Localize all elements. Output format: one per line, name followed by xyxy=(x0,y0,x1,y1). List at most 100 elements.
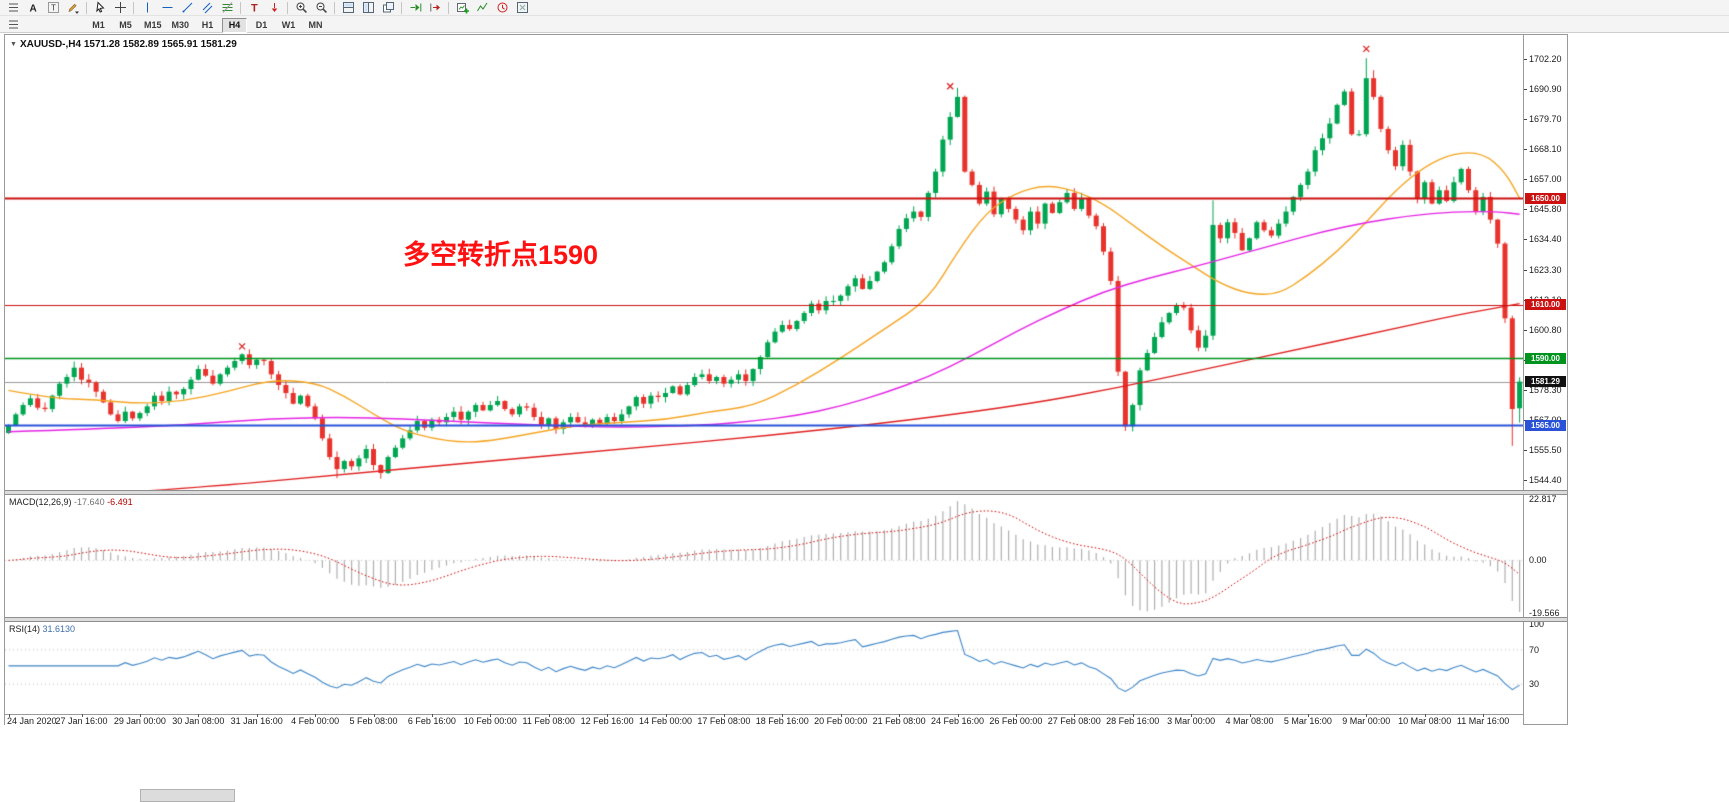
time-axis-label: 4 Feb 00:00 xyxy=(291,716,340,726)
time-axis-label: 26 Feb 00:00 xyxy=(989,716,1043,726)
price-axis-label: 1657.00 xyxy=(1529,174,1562,185)
time-axis-label: 12 Feb 16:00 xyxy=(580,716,634,726)
toolbar-separator xyxy=(334,1,335,14)
timeframe-m15-button[interactable]: M15 xyxy=(140,18,166,33)
time-axis-tick xyxy=(1307,714,1309,717)
time-axis-tick xyxy=(1424,714,1426,717)
price-level-badge: 1581.29 xyxy=(1525,376,1566,388)
price-axis-tick xyxy=(1524,329,1527,331)
price-axis-tick xyxy=(1524,59,1527,60)
tile-vertical-icon[interactable] xyxy=(358,1,378,15)
timeframe-h4-button[interactable]: H4 xyxy=(222,17,248,33)
toolbar-separator xyxy=(287,1,288,14)
timeframe-m30-button[interactable]: M30 xyxy=(168,18,194,33)
font-a-icon[interactable]: A xyxy=(23,1,43,15)
price-axis-tick xyxy=(1524,269,1527,271)
timeframe-mn-button[interactable]: MN xyxy=(303,18,328,33)
timeframe-m5-button[interactable]: M5 xyxy=(113,18,138,33)
pane-splitter[interactable] xyxy=(5,617,1567,622)
time-axis-label: 10 Feb 00:00 xyxy=(463,716,517,726)
chart-annotation[interactable]: 多空转折点1590 xyxy=(403,240,599,270)
time-axis-label: 24 Feb 16:00 xyxy=(930,716,985,726)
timeframe-h1-button[interactable]: H1 xyxy=(195,18,220,33)
time-axis-label: 21 Feb 08:00 xyxy=(872,716,926,726)
price-axis-label: 1702.20 xyxy=(1529,54,1562,64)
horizontal-line-icon[interactable] xyxy=(157,1,177,15)
time-axis-tick xyxy=(490,714,492,717)
timeframe-m1-button[interactable]: M1 xyxy=(86,18,111,33)
price-axis-tick xyxy=(1524,239,1527,241)
auto-scroll-icon[interactable] xyxy=(405,1,425,15)
zoom-in-icon[interactable] xyxy=(291,1,311,15)
new-chart-icon[interactable] xyxy=(452,1,472,15)
time-axis-tick xyxy=(840,714,842,717)
time-axis-label: 11 Feb 08:00 xyxy=(522,716,575,726)
trendline-icon[interactable] xyxy=(177,1,197,15)
time-axis-tick xyxy=(431,714,433,717)
chart-list-icon[interactable] xyxy=(3,17,23,31)
zoom-out-icon[interactable] xyxy=(311,1,331,15)
time-axis-label: 18 Feb 16:00 xyxy=(755,716,809,726)
time-axis-tick xyxy=(198,714,200,717)
price-axis-label: 1690.90 xyxy=(1529,84,1562,95)
time-axis-tick xyxy=(723,714,725,717)
text-frame-icon[interactable]: T xyxy=(43,1,63,15)
timeframe-w1-button[interactable]: W1 xyxy=(276,18,301,33)
time-axis-tick xyxy=(1074,714,1076,717)
macd-signal-value: -6.491 xyxy=(107,497,133,507)
time-axis-tick xyxy=(1483,714,1485,717)
pane-splitter[interactable] xyxy=(5,490,1567,495)
time-axis-label: 20 Feb 00:00 xyxy=(814,716,868,726)
tile-horizontal-icon[interactable] xyxy=(338,1,358,15)
toolbar-separator xyxy=(240,1,241,14)
text-label-icon[interactable]: T xyxy=(244,1,264,15)
macd-axis-label: 22.817 xyxy=(1529,494,1557,504)
time-axis-tick xyxy=(607,714,609,717)
arrow-marker-icon[interactable] xyxy=(264,1,284,15)
chart-title: ▼ XAUUSD-,H4 1571.28 1582.89 1565.91 1581… xyxy=(10,39,237,50)
tile-cascade-icon[interactable] xyxy=(378,1,398,15)
crosshair-icon[interactable] xyxy=(110,1,130,15)
time-axis-tick xyxy=(548,714,550,717)
price-axis-tick xyxy=(1524,389,1527,391)
draw-tools-icon[interactable] xyxy=(63,1,83,15)
toolbar-timeframes-icons xyxy=(3,17,23,31)
timeframe-button-group: M1 M5 M15 M30 H1 H4 D1 W1 MN xyxy=(85,15,329,33)
chart-plot-canvas[interactable] xyxy=(5,35,1523,713)
macd-axis-label: -19.566 xyxy=(1529,608,1560,618)
price-axis-label: 1634.40 xyxy=(1529,234,1562,245)
symbol-dropdown-icon[interactable]: ▼ xyxy=(10,41,17,48)
price-axis-tick xyxy=(1524,449,1527,451)
time-axis-label: 31 Jan 16:00 xyxy=(230,716,283,726)
alerts-icon[interactable] xyxy=(492,1,512,15)
chart-shift-icon[interactable] xyxy=(425,1,445,15)
time-axis-label: 24 Jan 2020 xyxy=(7,716,57,726)
time-axis-tick xyxy=(315,714,317,717)
time-axis-tick xyxy=(1132,714,1134,717)
time-axis-tick xyxy=(782,714,784,717)
price-level-badge: 1650.00 xyxy=(1525,192,1566,204)
price-axis-label: 1600.80 xyxy=(1529,324,1562,335)
time-axis-label: 29 Jan 00:00 xyxy=(113,716,166,726)
price-level-badge: 1565.00 xyxy=(1525,419,1566,431)
fullscreen-icon[interactable] xyxy=(512,1,532,15)
indicators-icon[interactable] xyxy=(472,1,492,15)
timeframe-d1-button[interactable]: D1 xyxy=(249,18,274,33)
chart-list-icon[interactable] xyxy=(3,1,23,15)
price-axis-label: 1544.40 xyxy=(1529,475,1562,485)
price-axis-tick xyxy=(1524,209,1527,211)
time-axis-label: 5 Feb 08:00 xyxy=(349,716,398,726)
price-axis[interactable]: 1702.20 1690.90 1679.70 1668.10 1657.00 1645.… xyxy=(1523,35,1567,724)
rsi-name: RSI(14) xyxy=(9,624,41,634)
status-bar xyxy=(0,786,1729,802)
cursor-icon[interactable] xyxy=(90,1,110,15)
rsi-value: 31.6130 xyxy=(42,624,76,634)
chart-title-text: XAUUSD-,H4 1571.28 1582.89 1565.91 1581.… xyxy=(19,39,237,50)
time-axis[interactable]: 24 Jan 2020 27 Jan 16:00 29 Jan 00:00 30 Ja… xyxy=(5,714,1523,726)
fibonacci-icon[interactable] xyxy=(217,1,237,15)
vertical-line-icon[interactable] xyxy=(137,1,157,15)
time-axis-tick xyxy=(373,714,375,717)
channel-icon[interactable] xyxy=(197,1,217,15)
